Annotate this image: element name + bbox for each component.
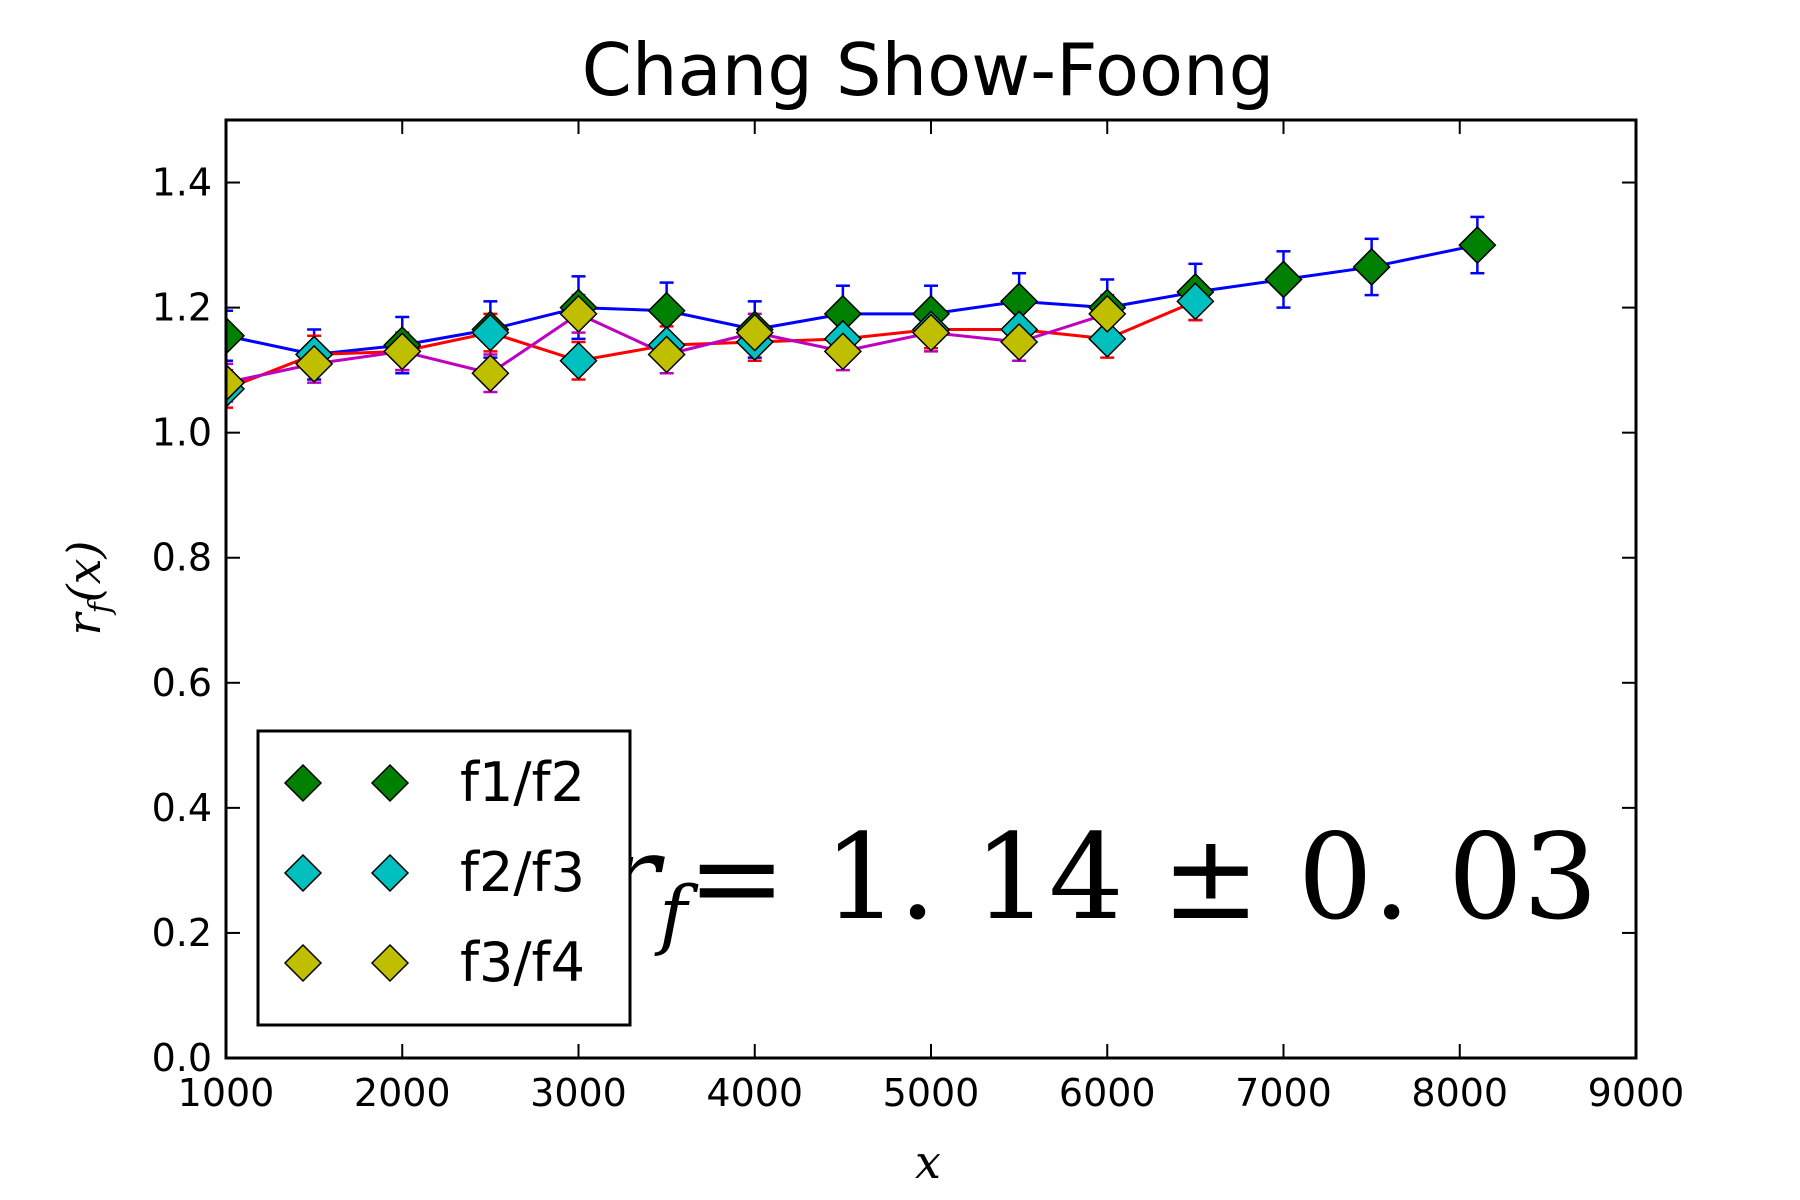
data-point-1-11 (1176, 282, 1215, 321)
data-point-0-14 (1458, 226, 1497, 265)
x-tick-label-3: 4000 (706, 1071, 803, 1115)
data-point-2-5 (647, 335, 686, 374)
axes: 1000 2000 3000 4000 5000 6000 7000 8000 9000 0.0 0… (152, 118, 1685, 1115)
data-point-2-6 (735, 313, 774, 352)
y-tick-label-5: 1.0 (152, 411, 212, 455)
series-line-1 (226, 299, 1196, 391)
plot-area (226, 215, 1497, 409)
data-point-1-10 (1088, 319, 1127, 358)
y-tick-label-3: 0.6 (152, 661, 212, 705)
legend-label-0: f1/f2 (460, 751, 585, 814)
data-point-0-13 (1352, 247, 1391, 287)
y-axis-label-arg: (x) (57, 541, 111, 603)
fit-annotation: rf= 1. 14 ± 0. 03 (603, 808, 1598, 958)
x-tick-label-1: 2000 (354, 1071, 451, 1115)
data-point-2-8 (911, 313, 951, 352)
x-tick-label-6: 7000 (1235, 1071, 1332, 1115)
data-point-2-3 (471, 354, 510, 393)
data-point-2-7 (823, 332, 862, 371)
data-point-0-5 (647, 291, 686, 330)
data-point-2-4 (559, 294, 598, 333)
legend-label-2: f3/f4 (460, 931, 585, 994)
legend: f1/f2 f2/f3 f3/f4 (256, 729, 632, 1027)
legend-marker-a-1 (283, 853, 323, 893)
data-point-0-0 (226, 316, 246, 355)
y-tick-label-2: 0.4 (152, 786, 212, 830)
fit-annotation-rhs: = 1. 14 ± 0. 03 (687, 808, 1598, 946)
x-tick-label-0: 1000 (178, 1071, 275, 1115)
data-point-1-3 (471, 313, 510, 352)
y-axis-label-base: r (57, 610, 111, 635)
legend-marker-b-1 (370, 853, 410, 893)
chart-title: Chang Show-Foong (582, 28, 1275, 112)
x-tick-label-8: 9000 (1588, 1071, 1685, 1115)
legend-marker-b-2 (370, 943, 410, 983)
x-tick-label-4: 5000 (883, 1071, 980, 1115)
plot-content (226, 215, 1497, 409)
legend-box (256, 729, 632, 1027)
y-tick-label-4: 0.8 (152, 536, 212, 580)
y-tick-label-6: 1.2 (152, 286, 212, 330)
x-axis-label: x (915, 1135, 941, 1189)
y-tick-label-1: 0.2 (152, 911, 212, 955)
legend-label-1: f2/f3 (460, 841, 585, 904)
x-tick-label-2: 3000 (530, 1071, 627, 1115)
x-tick-label-7: 8000 (1411, 1071, 1508, 1115)
data-point-2-2 (383, 332, 422, 371)
data-point-2-9 (1000, 322, 1039, 362)
legend-marker-a-2 (283, 943, 323, 983)
x-tick-label-5: 6000 (1059, 1071, 1156, 1115)
y-tick-label-7: 1.4 (152, 161, 212, 205)
data-point-2-1 (295, 344, 334, 383)
legend-marker-a-0 (283, 763, 323, 803)
legend-marker-b-0 (370, 763, 410, 803)
data-point-0-12 (1264, 260, 1303, 299)
data-point-2-0 (226, 363, 246, 402)
y-tick-label-0: 0.0 (152, 1036, 212, 1080)
y-axis-label: rf(x) (57, 541, 118, 636)
data-point-1-4 (559, 341, 598, 380)
data-point-2-10 (1088, 294, 1127, 333)
